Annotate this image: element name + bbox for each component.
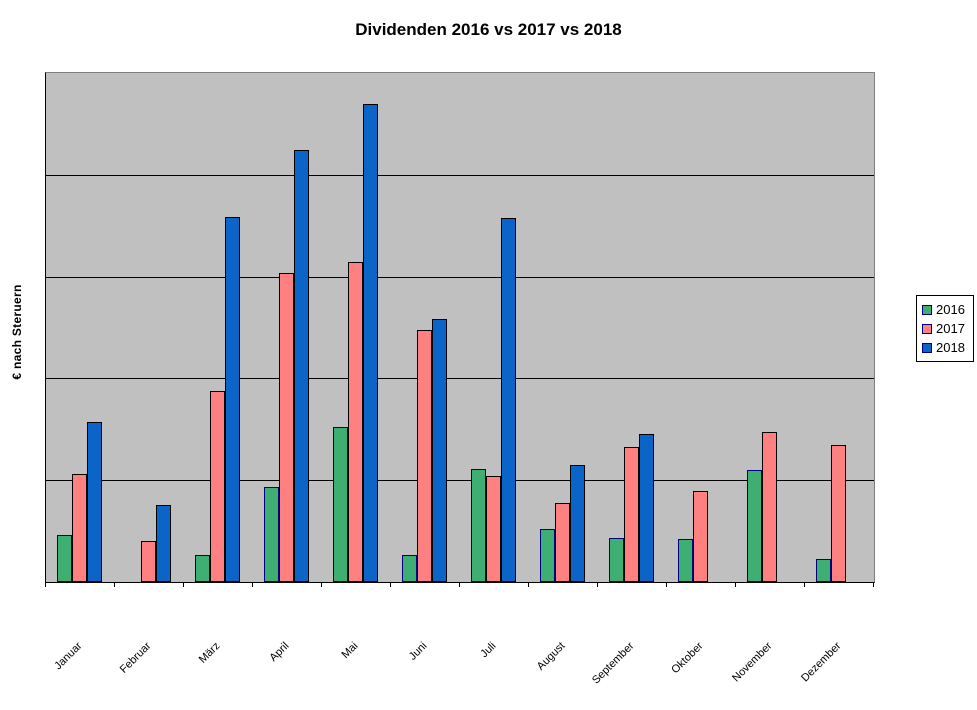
legend-swatch-icon [922,304,932,315]
x-axis-tick [873,582,874,587]
bar-2017-januar [72,474,87,582]
bar-2018-januar [87,422,102,582]
bar-2018-juni [432,319,447,582]
bar-2017-august [555,503,570,582]
legend: 2016 2017 2018 [916,295,974,362]
bar-2017-märz [210,391,225,582]
bar-2017-oktober [693,491,708,582]
legend-label: 2018 [936,340,965,355]
bar-2016-august [540,529,555,582]
gridline [46,378,874,380]
bar-2018-juli [501,218,516,582]
bar-2017-dezember [831,445,846,582]
legend-swatch-icon [922,342,932,353]
bar-2016-mai [333,427,348,582]
x-axis-tick [252,582,253,587]
gridline [46,174,874,176]
bar-2017-juli [486,476,501,582]
bar-2017-mai [348,262,363,582]
bar-2016-november [747,470,762,582]
x-axis-tick [528,582,529,587]
x-axis-tick [597,582,598,587]
bar-2017-november [762,432,777,582]
y-axis-label: € nach Steruern [10,284,24,380]
bar-2018-februar [156,505,171,582]
x-axis-label-januar: Januar [51,640,84,673]
legend-swatch-icon [922,323,932,334]
bar-2016-märz [195,555,210,582]
x-axis-tick [459,582,460,587]
bar-2017-juni [417,330,432,582]
bar-2017-september [624,447,639,582]
bar-2016-januar [57,535,72,582]
bar-2018-september [639,434,654,582]
legend-item-2016: 2016 [922,300,973,319]
x-axis-tick [321,582,322,587]
x-axis-tick [804,582,805,587]
bar-2017-februar [141,541,156,582]
x-axis-tick [735,582,736,587]
bar-2018-mai [363,104,378,582]
x-axis-tick [45,582,46,587]
legend-label: 2017 [936,321,965,336]
bar-2018-april [294,150,309,582]
chart-title: Dividenden 2016 vs 2017 vs 2018 [355,20,622,39]
bar-2018-märz [225,217,240,582]
x-axis-tick [390,582,391,587]
bar-2016-oktober [678,539,693,582]
gridline [46,480,874,482]
bar-2016-april [264,487,279,582]
x-axis-tick [666,582,667,587]
gridline [46,276,874,278]
bar-2017-april [279,273,294,582]
x-axis-tick [183,582,184,587]
bar-2018-august [570,465,585,582]
legend-item-2017: 2017 [922,319,973,338]
x-axis-tick [114,582,115,587]
bar-2016-juli [471,469,486,582]
bar-2016-dezember [816,559,831,582]
plot-area [45,72,875,583]
bar-2016-september [609,538,624,582]
bar-2016-juni [402,555,417,582]
legend-label: 2016 [936,302,965,317]
legend-item-2018: 2018 [922,338,973,357]
